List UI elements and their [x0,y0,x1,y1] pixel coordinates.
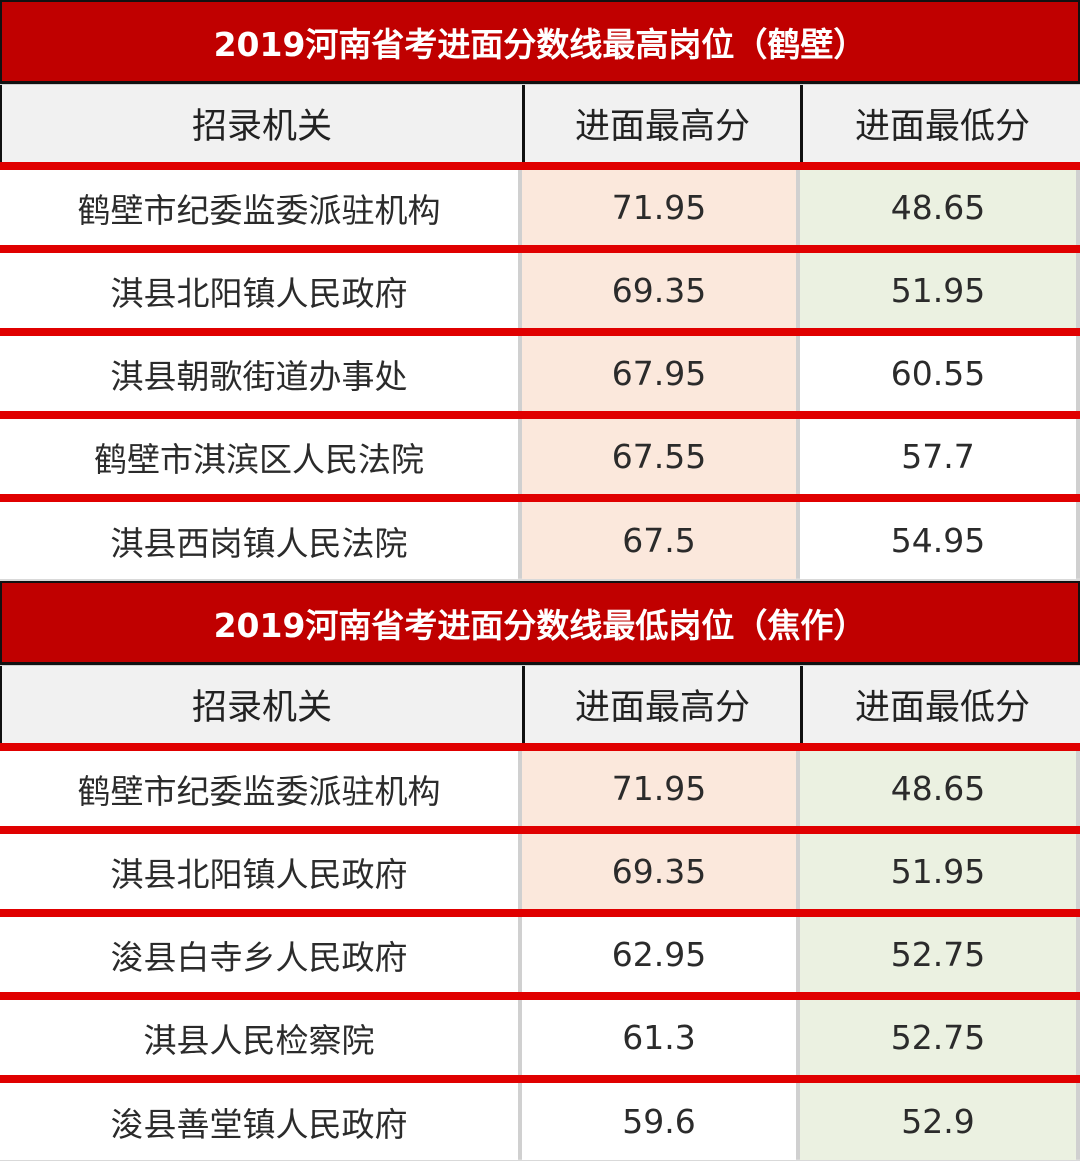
row-divider [0,245,1080,253]
column-header: 招录机关 [191,107,332,147]
min-score-cell: 48.65 [800,751,1076,826]
min-score-cell: 57.7 [800,419,1076,494]
agency-cell: 淇县北阳镇人民政府 [0,253,518,328]
column-header: 进面最高分 [522,666,800,743]
column-header: 进面最低分 [800,85,1080,162]
row-divider [0,743,1080,751]
column-header: 招录机关 [191,688,332,728]
table-title: 2019河南省考进面分数线最高岗位（鹤壁） [0,0,1080,84]
min-score-cell: 52.9 [800,1083,1076,1160]
row-divider [0,162,1080,170]
agency-cell: 鹤壁市纪委监委派驻机构 [0,170,518,245]
agency-cell: 鹤壁市淇滨区人民法院 [0,419,518,494]
min-score-cell: 48.65 [800,170,1076,245]
max-score-cell: 69.35 [522,834,796,909]
max-score-cell: 67.5 [522,502,796,579]
agency-cell: 浚县白寺乡人民政府 [0,917,518,992]
column-header: 进面最高分 [522,85,800,162]
row-divider [0,909,1080,917]
table-header-row: 招录机关 进面最高分 进面最低分 [0,666,1080,743]
max-score-cell: 67.95 [522,336,796,411]
max-score-cell: 59.6 [522,1083,796,1160]
agency-cell: 浚县善堂镇人民政府 [0,1083,518,1160]
max-score-cell: 69.35 [522,253,796,328]
max-score-cell: 71.95 [522,170,796,245]
agency-cell: 淇县北阳镇人民政府 [0,834,518,909]
agency-cell: 淇县朝歌街道办事处 [0,336,518,411]
max-score-cell: 67.55 [522,419,796,494]
agency-cell: 淇县西岗镇人民法院 [0,502,518,579]
score-table: 2019河南省考进面分数线最高岗位（鹤壁） 招录机关 进面最高分 进面最低分鹤壁市纪委… [0,0,1080,579]
row-divider [0,1075,1080,1083]
row-divider [0,826,1080,834]
min-score-cell: 51.95 [800,834,1076,909]
row-divider [0,494,1080,502]
min-score-cell: 52.75 [800,1000,1076,1075]
min-score-cell: 52.75 [800,917,1076,992]
agency-cell: 淇县人民检察院 [0,1000,518,1075]
row-divider [0,992,1080,1000]
row-divider [0,328,1080,336]
column-header: 进面最低分 [800,666,1080,743]
max-score-cell: 62.95 [522,917,796,992]
min-score-cell: 54.95 [800,502,1076,579]
table-title: 2019河南省考进面分数线最低岗位（焦作） [0,581,1080,665]
table-header-row: 招录机关 进面最高分 进面最低分 [0,85,1080,162]
agency-cell: 鹤壁市纪委监委派驻机构 [0,751,518,826]
min-score-cell: 51.95 [800,253,1076,328]
max-score-cell: 61.3 [522,1000,796,1075]
score-table: 2019河南省考进面分数线最低岗位（焦作） 招录机关 进面最高分 进面最低分鹤壁市纪委… [0,581,1080,1160]
min-score-cell: 60.55 [800,336,1076,411]
max-score-cell: 71.95 [522,751,796,826]
row-divider [0,411,1080,419]
